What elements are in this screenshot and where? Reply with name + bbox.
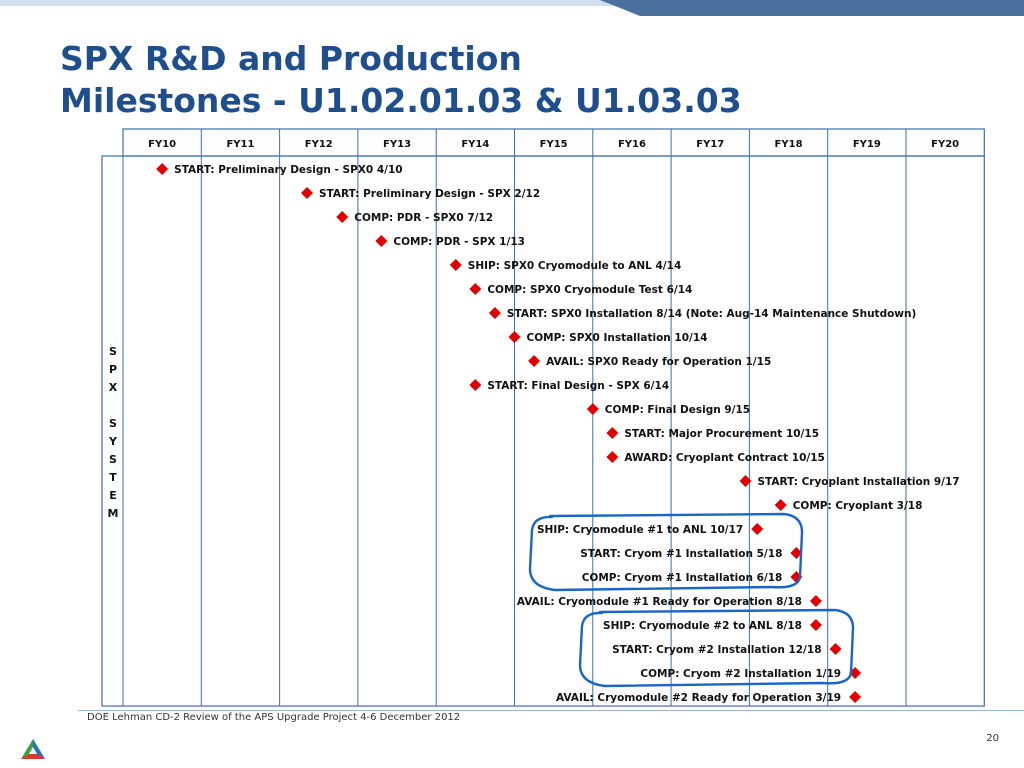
milestone-label: START: Preliminary Design - SPX0 4/10 xyxy=(174,164,402,176)
milestone-diamond xyxy=(586,403,599,415)
milestone-label: START: Final Design - SPX 6/14 xyxy=(487,380,669,392)
fy-label: FY20 xyxy=(931,139,959,150)
milestone-diamond xyxy=(774,499,787,511)
milestone-label: SHIP: Cryomodule #2 to ANL 8/18 xyxy=(603,620,802,632)
side-label-letter: Y xyxy=(109,435,117,448)
milestone-label: COMP: PDR - SPX0 7/12 xyxy=(354,212,493,224)
side-label-letter: S xyxy=(109,345,117,358)
side-label-letter: M xyxy=(107,507,119,520)
milestone-diamond xyxy=(790,547,803,559)
milestone-diamond xyxy=(528,355,541,367)
milestone-diamond xyxy=(375,235,388,247)
fy-label: FY18 xyxy=(775,139,803,150)
milestone-label: COMP: PDR - SPX 1/13 xyxy=(393,236,525,248)
milestone-label: COMP: Cryom #1 Installation 6/18 xyxy=(582,572,783,584)
title-line-1: SPX R&D and Production xyxy=(60,39,522,78)
footer-text: DOE Lehman CD-2 Review of the APS Upgrad… xyxy=(87,712,461,723)
milestone-label: START: Major Procurement 10/15 xyxy=(624,428,819,440)
side-label-letter: S xyxy=(109,417,117,430)
fy-label: FY14 xyxy=(461,139,489,150)
milestone-diamond xyxy=(449,259,462,271)
milestone-diamond xyxy=(336,211,349,223)
milestone-diamond xyxy=(508,331,521,343)
milestone-label: AVAIL: Cryomodule #1 Ready for Operation… xyxy=(517,596,802,608)
milestone-label: SHIP: SPX0 Cryomodule to ANL 4/14 xyxy=(468,260,682,272)
side-label-letter: E xyxy=(109,489,117,502)
chart-frame xyxy=(101,155,985,707)
fy-label: FY16 xyxy=(618,139,646,150)
milestone-diamond xyxy=(469,283,482,295)
side-label-letter: S xyxy=(109,453,117,466)
page-number: 20 xyxy=(986,733,999,744)
milestone-label: START: SPX0 Installation 8/14 (Note: Aug… xyxy=(507,308,916,320)
annotation-loop xyxy=(528,512,804,592)
footer-divider xyxy=(78,710,1024,711)
slide-title: SPX R&D and Production Milestones - U1.0… xyxy=(60,38,742,122)
milestone-diamond xyxy=(488,307,501,319)
argonne-logo-icon xyxy=(21,739,45,759)
side-label-letter: X xyxy=(108,381,118,394)
milestone-label: SHIP: Cryomodule #1 to ANL 10/17 xyxy=(537,524,743,536)
side-label-letter: P xyxy=(108,363,118,376)
milestone-label: AVAIL: Cryomodule #2 Ready for Operation… xyxy=(556,692,841,704)
fy-label: FY15 xyxy=(540,139,568,150)
milestone-diamond xyxy=(829,643,842,655)
milestone-diamond xyxy=(156,163,169,175)
fy-label: FY17 xyxy=(696,139,724,150)
annotation-loop xyxy=(578,608,855,688)
milestone-diamond xyxy=(809,595,822,607)
fy-label: FY19 xyxy=(853,139,881,150)
top-decorative-bands xyxy=(0,0,1024,16)
side-label-letter: T xyxy=(109,471,117,484)
milestone-label: START: Cryom #2 Installation 12/18 xyxy=(612,644,821,656)
milestone-label: COMP: Final Design 9/15 xyxy=(605,404,750,416)
milestone-label: AWARD: Cryoplant Contract 10/15 xyxy=(624,452,824,464)
milestone-diamond xyxy=(739,475,752,487)
milestone-diamond xyxy=(849,691,862,703)
milestone-diamond xyxy=(809,619,822,631)
milestone-diamond xyxy=(469,379,482,391)
milestone-label: AVAIL: SPX0 Ready for Operation 1/15 xyxy=(546,356,771,368)
milestone-diamond xyxy=(606,427,619,439)
milestone-diamond xyxy=(301,187,314,199)
milestone-label: COMP: Cryom #2 Installation 1/19 xyxy=(640,668,841,680)
milestone-label: COMP: SPX0 Cryomodule Test 6/14 xyxy=(487,284,692,296)
fy-label: FY13 xyxy=(383,139,411,150)
milestone-label: START: Preliminary Design - SPX 2/12 xyxy=(319,188,540,200)
milestone-label: COMP: Cryoplant 3/18 xyxy=(793,500,923,512)
fy-label: FY11 xyxy=(226,139,254,150)
title-line-2: Milestones - U1.02.01.03 & U1.03.03 xyxy=(60,81,742,120)
milestone-diamond xyxy=(606,451,619,463)
fy-label: FY12 xyxy=(305,139,333,150)
milestone-label: START: Cryom #1 Installation 5/18 xyxy=(580,548,782,560)
milestone-diamond xyxy=(751,523,764,535)
milestone-label: START: Cryoplant Installation 9/17 xyxy=(757,476,959,488)
milestone-label: COMP: SPX0 Installation 10/14 xyxy=(527,332,708,344)
fy-label: FY10 xyxy=(148,139,176,150)
